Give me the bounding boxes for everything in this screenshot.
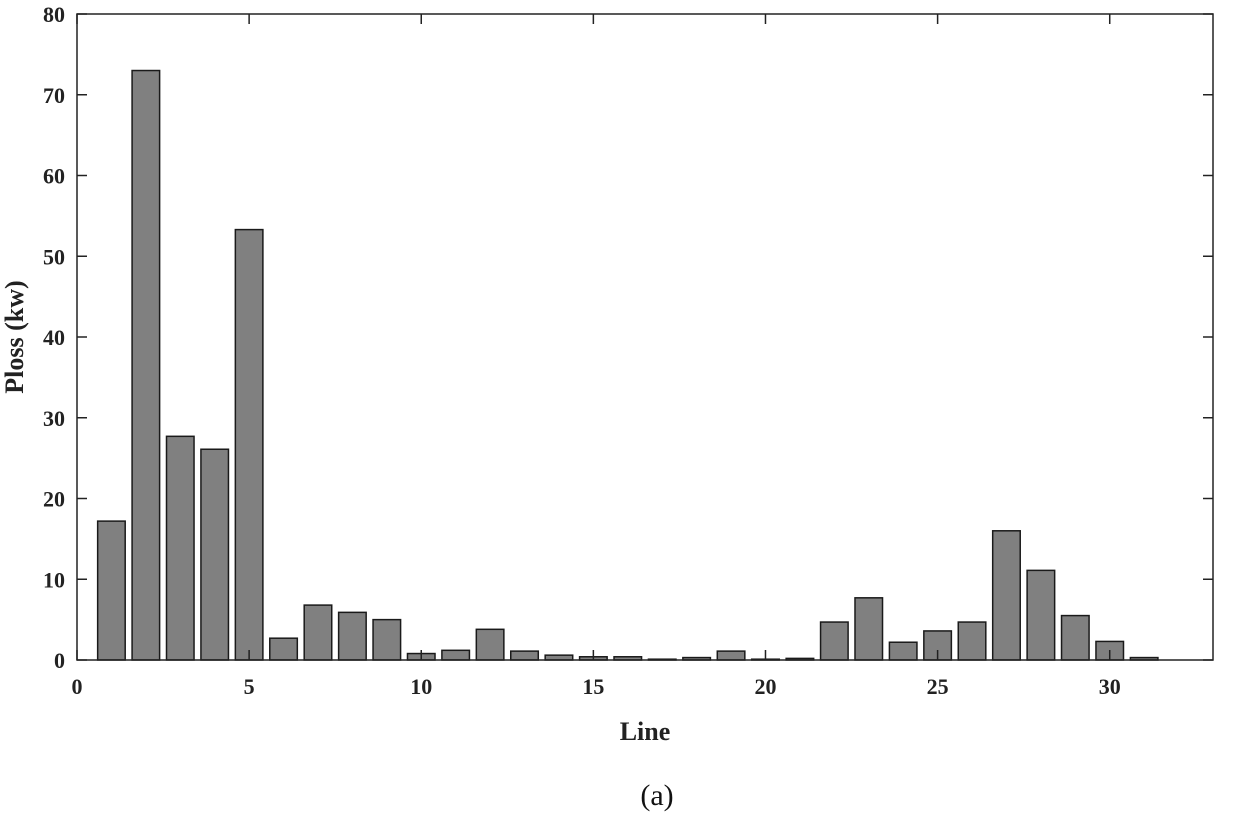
bar-line-4 [200, 448, 230, 661]
bar-line-11 [441, 649, 471, 661]
y-tick-label: 70 [43, 83, 65, 108]
y-tick-label: 10 [43, 567, 65, 592]
x-tick-label: 20 [754, 674, 776, 699]
bar-line-7 [303, 604, 333, 661]
y-tick-label: 0 [54, 648, 65, 673]
bar-line-24 [888, 641, 918, 661]
bar-line-27 [991, 530, 1021, 661]
y-axis-title: Ploss (kw) [0, 280, 29, 393]
x-tick-label: 30 [1099, 674, 1121, 699]
bar-line-9 [372, 618, 402, 661]
bar-line-5 [234, 228, 264, 661]
bar-line-1 [96, 520, 126, 661]
y-tick-label: 30 [43, 406, 65, 431]
bar-line-19 [716, 650, 746, 661]
bar-line-12 [475, 628, 505, 661]
y-tick-label: 60 [43, 164, 65, 189]
bar-line-8 [337, 611, 367, 661]
x-tick-label: 5 [244, 674, 255, 699]
y-axis-ticks: 0 10 20 30 40 50 60 70 80 [43, 2, 1213, 673]
x-tick-label: 15 [582, 674, 604, 699]
x-tick-label: 0 [72, 674, 83, 699]
x-tick-label: 25 [927, 674, 949, 699]
bar-line-2 [131, 69, 161, 661]
bar-line-28 [1026, 569, 1056, 661]
x-axis-title: Line [620, 717, 671, 746]
bar-line-29 [1060, 614, 1090, 661]
y-tick-label: 20 [43, 487, 65, 512]
bar-line-6 [269, 637, 299, 661]
bar-line-23 [854, 597, 884, 661]
figure-caption: (a) [640, 779, 673, 812]
bars-group [96, 69, 1159, 661]
x-axis-ticks: 0 5 10 15 20 25 30 [72, 14, 1121, 699]
y-tick-label: 50 [43, 244, 65, 269]
bar-line-22 [819, 621, 849, 661]
bar-line-13 [509, 650, 540, 661]
bar-line-26 [957, 621, 987, 661]
bar-line-3 [165, 435, 195, 661]
y-tick-label: 40 [43, 325, 65, 350]
x-tick-label: 10 [410, 674, 432, 699]
y-tick-label: 80 [43, 2, 65, 27]
